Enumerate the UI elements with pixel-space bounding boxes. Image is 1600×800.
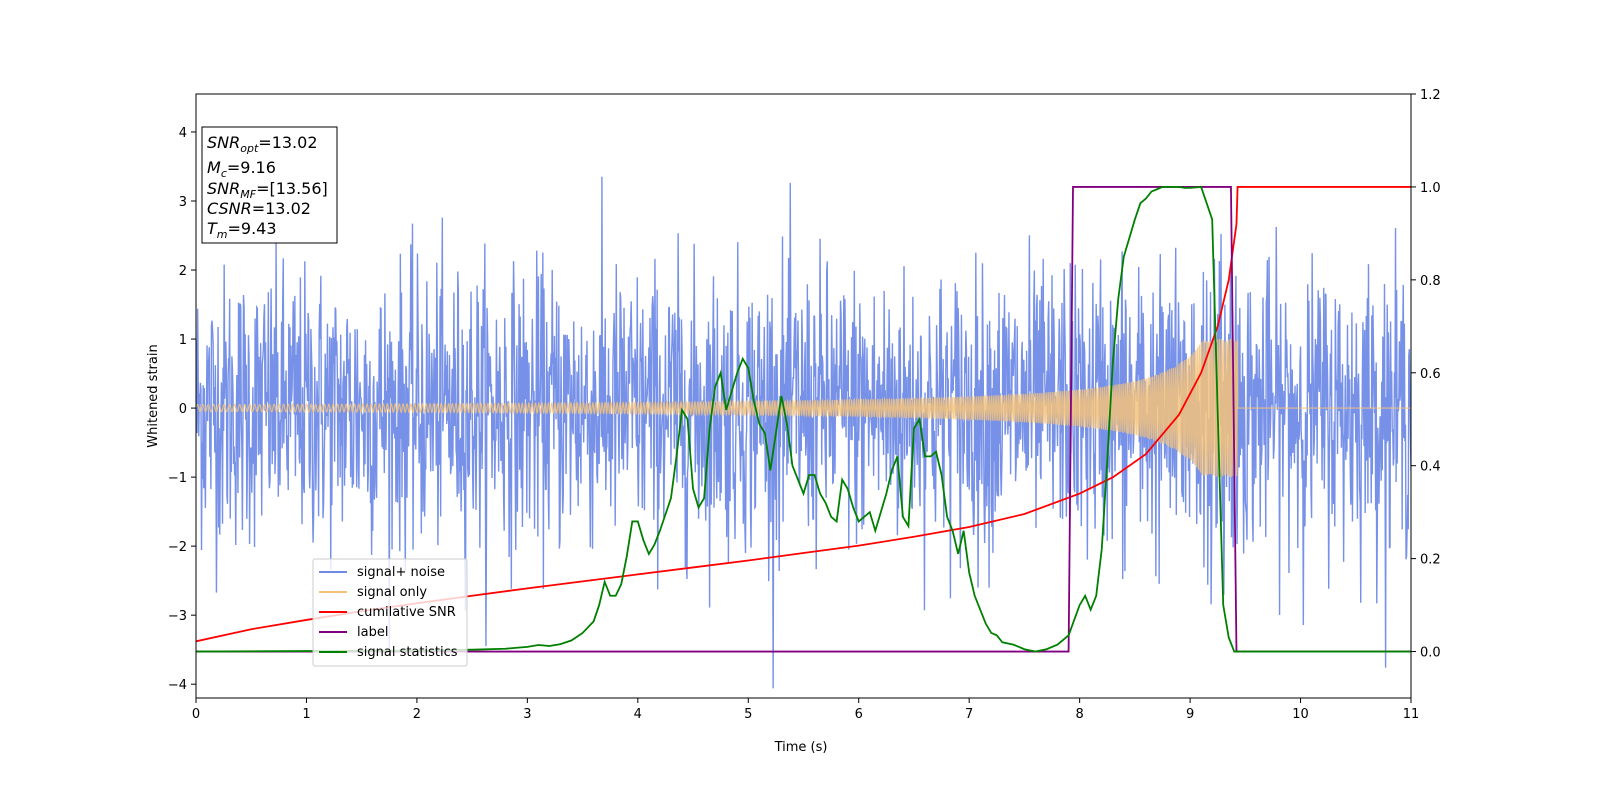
y-right-tick-label: 1.2 — [1420, 88, 1441, 103]
x-tick-label: 10 — [1292, 707, 1309, 722]
x-tick-label: 1 — [302, 707, 310, 722]
y-right-tick-label: 0.0 — [1420, 646, 1441, 661]
svg-text:cumilative SNR: cumilative SNR — [357, 605, 456, 620]
y-left-tick-label: 2 — [179, 264, 187, 279]
svg-text:signal statistics: signal statistics — [357, 645, 458, 660]
y-left-tick-label: −1 — [168, 471, 187, 486]
series-signal-only-line — [196, 339, 1411, 478]
y-right-tick-label: 0.2 — [1420, 553, 1441, 568]
x-tick-label: 8 — [1075, 707, 1083, 722]
x-tick-label: 6 — [855, 707, 863, 722]
x-tick-label: 4 — [634, 707, 642, 722]
stats-csnr: CSNR=13.02 — [207, 199, 311, 218]
y-right-tick-label: 0.6 — [1420, 367, 1441, 382]
y-left-tick-label: 0 — [179, 402, 187, 417]
svg-text:signal+ noise: signal+ noise — [357, 565, 445, 580]
stats-box: SNRopt=13.02 Mc=9.16 SNRMF=[13.56] CSNR=… — [201, 126, 338, 244]
y-left-tick-label: −4 — [168, 678, 187, 693]
y-left-tick-label: 3 — [179, 195, 187, 210]
y-axis-label: Whitened strain — [146, 344, 161, 447]
stats-snr-mf: SNRMF=[13.56] — [207, 179, 328, 201]
y-left-tick-label: −2 — [168, 540, 187, 555]
x-tick-label: 3 — [523, 707, 531, 722]
stats-box-frame — [201, 126, 338, 244]
legend: signal+ noise signal only cumilative SNR… — [312, 558, 468, 667]
legend-frame — [312, 558, 468, 667]
x-axis-label: Time (s) — [774, 740, 828, 755]
y-left-tick-label: 1 — [179, 333, 187, 348]
axes: 0 1 2 3 4 5 6 7 8 9 10 11 −4 −3 −2 −1 0 1 2 3 4 0.0 0.2 0.4 0.6 0… — [168, 88, 1441, 722]
x-tick-label: 9 — [1186, 707, 1194, 722]
axes-frame — [195, 93, 1412, 699]
legend-entry-cumulative-snr: cumilative SNR — [319, 605, 456, 620]
y-right-tick-label: 0.8 — [1420, 274, 1441, 289]
x-tick-label: 0 — [192, 707, 200, 722]
x-tick-label: 11 — [1403, 707, 1420, 722]
stats-tm: Tm=9.43 — [207, 219, 277, 241]
legend-entry-signal-statistics: signal statistics — [319, 645, 458, 660]
y-left-tick-label: 4 — [179, 126, 187, 141]
y-right-tick-label: 0.4 — [1420, 460, 1441, 475]
legend-entry-signal-noise: signal+ noise — [319, 565, 445, 580]
svg-text:signal only: signal only — [357, 585, 427, 600]
x-tick-label: 7 — [965, 707, 973, 722]
series-signal-statistics-line — [196, 185, 1411, 653]
stats-mc: Mc=9.16 — [207, 158, 276, 180]
stats-snr-opt: SNRopt=13.02 — [207, 133, 318, 155]
y-left-tick-label: −3 — [168, 609, 187, 624]
y-right-tick-label: 1.0 — [1420, 181, 1441, 196]
legend-entry-label: label — [319, 625, 388, 640]
x-tick-label: 5 — [744, 707, 752, 722]
svg-text:label: label — [357, 625, 388, 640]
x-tick-label: 2 — [413, 707, 421, 722]
legend-entry-signal-only: signal only — [319, 585, 427, 600]
